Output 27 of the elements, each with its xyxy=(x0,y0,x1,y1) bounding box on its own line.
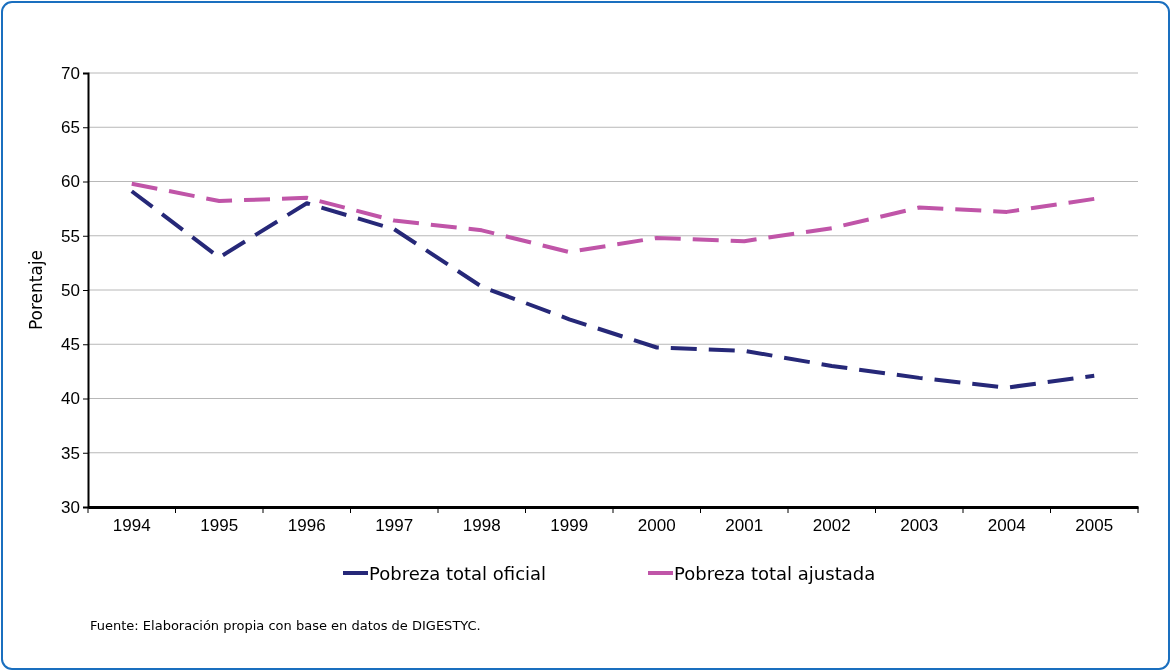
x-tick-label: 1995 xyxy=(200,516,239,536)
y-tick-label: 65 xyxy=(61,118,80,138)
x-tick-label: 2002 xyxy=(812,516,851,536)
y-tick-label: 60 xyxy=(61,172,80,192)
x-tick-label: 1998 xyxy=(462,516,501,536)
x-tick-label: 1994 xyxy=(112,516,151,536)
x-tick-label: 1999 xyxy=(550,516,589,536)
y-tick-label: 45 xyxy=(61,335,80,355)
legend-label: Pobreza total oficial xyxy=(369,563,547,584)
y-tick-label: 30 xyxy=(61,497,80,517)
y-tick-label: 55 xyxy=(61,226,80,246)
x-tick-label: 1997 xyxy=(375,516,414,536)
y-tick-label: 50 xyxy=(61,280,80,300)
y-tick-label: 40 xyxy=(61,389,80,409)
y-tick-label: 35 xyxy=(61,443,80,463)
x-tick-label: 2000 xyxy=(637,516,676,536)
source-note: Fuente: Elaboración propia con base en datos de DIGESTYC. xyxy=(90,618,481,633)
line-series xyxy=(129,181,1097,255)
x-tick-label: 1996 xyxy=(287,516,326,536)
x-tick-label: 2005 xyxy=(1075,516,1114,536)
x-tick-label: 2003 xyxy=(900,516,939,536)
x-tick-label: 2004 xyxy=(987,516,1026,536)
legend-label: Pobreza total ajustada xyxy=(674,563,876,584)
y-axis-title: Porentaje xyxy=(26,249,46,331)
x-tick-label: 2001 xyxy=(725,516,764,536)
y-tick-label: 70 xyxy=(61,63,80,83)
line-series xyxy=(129,189,1097,390)
